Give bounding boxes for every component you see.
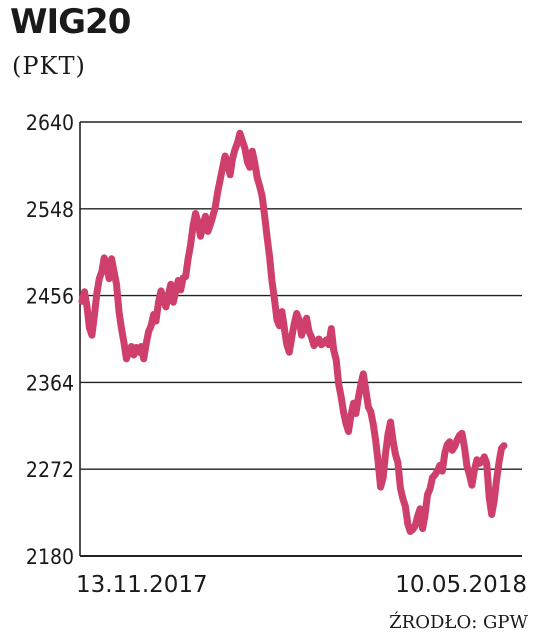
y-tick-label: 2272	[26, 458, 74, 482]
y-tick-label: 2456	[26, 285, 74, 309]
y-tick-label: 2548	[26, 198, 74, 222]
chart-title: WIG20	[10, 2, 131, 42]
x-start-label: 13.11.2017	[76, 572, 208, 598]
source-note: ŹRODŁO: GPW	[389, 612, 528, 633]
unit-label: (PKT)	[12, 52, 86, 80]
series-line	[78, 129, 508, 535]
y-tick-label: 2180	[26, 545, 74, 569]
x-end-label: 10.05.2018	[395, 572, 527, 598]
y-tick-label: 2364	[26, 371, 74, 395]
y-tick-label: 2640	[26, 111, 74, 135]
